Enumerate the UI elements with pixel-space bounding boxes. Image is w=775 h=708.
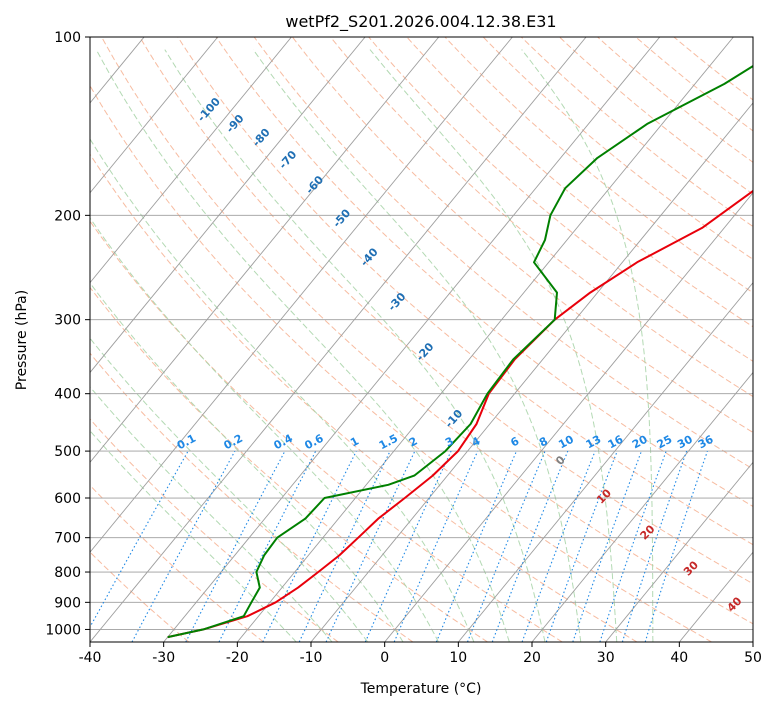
x-tick-label: -10: [300, 650, 323, 666]
mixing-ratio-line: [435, 450, 518, 642]
mixing-ratio-line: [572, 450, 643, 642]
y-tick-label: 100: [54, 30, 81, 46]
isotherm-line: [90, 37, 440, 464]
mixing-ratio-line: [545, 450, 618, 642]
mixing-ratio-line: [644, 450, 708, 642]
isotherm-line: [310, 102, 753, 642]
moist-adiabat-line: [521, 49, 654, 642]
isotherm-line: [163, 37, 661, 642]
mixing-ratio-line: [599, 450, 667, 642]
chart-title: wetPf2_S201.2026.004.12.38.E31: [285, 12, 556, 32]
dry-adiabat-line: [90, 286, 488, 642]
x-tick-label: 0: [380, 650, 389, 666]
y-tick-label: 600: [54, 491, 81, 507]
dry-adiabat-line: [559, 37, 753, 195]
isotherm-line: [0, 37, 70, 642]
mixing-ratio-label: 30: [675, 433, 695, 452]
dry-adiabat-line: [292, 37, 753, 434]
plot-frame: [89, 36, 754, 643]
moist-adiabat-line: [90, 282, 404, 642]
isotherm-line: [531, 371, 753, 642]
mixing-ratio-line: [262, 450, 357, 642]
isotherm-line: [90, 37, 219, 194]
temperature-profile-line: [167, 189, 753, 639]
mixing-ratio-line: [218, 450, 317, 642]
dry-adiabat-line: [177, 37, 753, 546]
y-tick-label: 700: [54, 531, 81, 547]
y-tick-label: 200: [54, 208, 81, 224]
isotherm-line: [90, 37, 292, 284]
dry-adiabat-line: [90, 220, 563, 642]
moist-adiabat-line: [90, 386, 333, 642]
x-tick-label: -20: [226, 650, 249, 666]
mixing-ratio-label: 10: [556, 433, 576, 452]
mixing-ratio-line: [466, 450, 546, 642]
dry-adiabat-line: [406, 37, 753, 328]
dry-adiabat-line: [368, 37, 753, 362]
axes: -40 -30 -20 -10 0 10 20 30 40 50 1000 900 800 700 600 5…: [45, 30, 762, 666]
isotherm-line: [752, 641, 753, 642]
mixing-ratio-line: [491, 450, 569, 642]
mixing-ratio-label: 36: [696, 433, 716, 452]
dry-adiabat-line: [520, 37, 753, 228]
y-tick-label: 1000: [45, 622, 81, 638]
x-tick-label: 30: [597, 650, 615, 666]
mixing-ratio-label: 25: [655, 433, 675, 452]
y-tick-label: 400: [54, 387, 81, 403]
dry-adiabat-line: [482, 37, 753, 260]
mixing-ratio-label: 16: [606, 433, 626, 452]
x-tick-label: -30: [152, 650, 175, 666]
moist-adiabat-line: [90, 337, 369, 642]
dry-adiabat-line: [215, 37, 753, 508]
mixing-ratio-label: 20: [630, 433, 650, 452]
dry-adiabat-line: [139, 37, 753, 585]
dry-adiabat-line: [90, 352, 414, 642]
mixing-ratio-line: [621, 450, 688, 642]
moist-adiabat-line: [95, 49, 510, 642]
moist-adiabat-line: [90, 138, 475, 642]
mixing-ratio-line: [90, 450, 189, 629]
x-tick-label: 20: [523, 650, 541, 666]
isotherm-line: [90, 37, 513, 553]
mixing-ratio-line: [364, 450, 452, 642]
x-tick-label: 40: [670, 650, 688, 666]
sounding-profiles: [167, 64, 753, 639]
y-tick-label: 500: [54, 444, 81, 460]
moist-adiabat-line: [90, 217, 439, 642]
dry-adiabat-line: [444, 37, 753, 294]
y-tick-label: 800: [54, 565, 81, 581]
x-tick-label: -40: [79, 650, 102, 666]
plot-background: [90, 37, 753, 642]
x-tick-label: 10: [449, 650, 467, 666]
dry-adiabat-line: [101, 37, 753, 625]
x-axis-title: Temperature (°C): [360, 681, 482, 697]
dewpoint-profile-line: [167, 64, 753, 639]
mixing-ratio-line: [521, 450, 596, 642]
isotherm-line: [384, 192, 753, 642]
y-tick-label: 900: [54, 595, 81, 611]
y-tick-label: 300: [54, 313, 81, 329]
background-lines: [0, 37, 753, 642]
mixing-ratio-label: 13: [584, 433, 604, 452]
dry-adiabat-line: [90, 484, 264, 642]
isotherm-line: [90, 37, 366, 374]
isotherm-line: [605, 461, 753, 642]
isotherm-line: [236, 37, 734, 642]
isotherm-line: [457, 281, 753, 642]
mixing-ratio-line: [131, 450, 236, 642]
y-axis-title: Pressure (hPa): [14, 290, 30, 390]
x-tick-label: 50: [744, 650, 762, 666]
dry-adiabat-line: [90, 84, 712, 642]
isotherm-line: [90, 37, 587, 642]
mixing-ratio-line: [393, 450, 479, 642]
